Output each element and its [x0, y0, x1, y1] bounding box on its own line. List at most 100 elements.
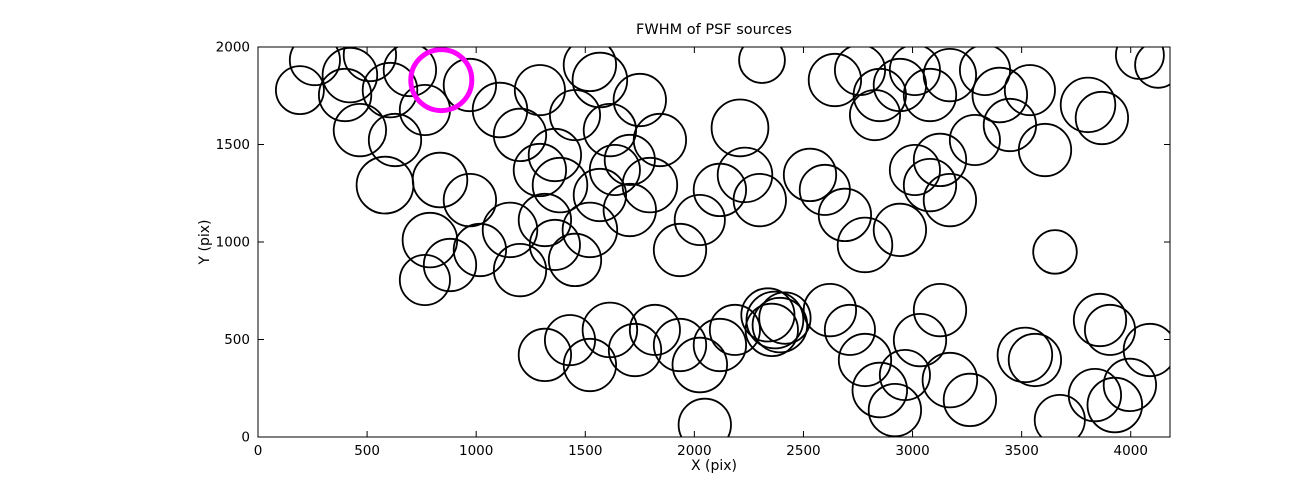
psf-source-circle: [471, 81, 529, 139]
psf-source-circle: [922, 173, 978, 228]
psf-source-circle: [1102, 357, 1158, 412]
psf-source-circle: [692, 162, 748, 217]
psf-source-circle: [836, 216, 894, 274]
psf-source-circle: [572, 167, 628, 223]
psf-source-circle: [632, 112, 688, 168]
psf-source-circle: [544, 314, 597, 367]
psf-source-circle: [1032, 229, 1078, 275]
psf-source-circle: [692, 317, 748, 373]
x-tick-label: 0: [254, 443, 263, 459]
psf-source-circle: [959, 47, 1011, 96]
psf-source-circle: [562, 47, 617, 92]
psf-source-circle: [716, 146, 774, 204]
psf-source-circle: [512, 142, 568, 198]
psf-source-circle: [317, 67, 373, 123]
psf-source-circle: [1017, 122, 1073, 178]
psf-source-circle: [562, 337, 618, 393]
psf-source-circle: [996, 326, 1054, 384]
psf-source-circle: [321, 47, 379, 104]
highlighted-psf-source-circle: [408, 47, 475, 114]
psf-source-circle: [1033, 394, 1086, 437]
psf-source-circle: [355, 155, 415, 215]
psf-source-circle: [411, 151, 469, 209]
psf-source-circle: [367, 112, 423, 168]
psf-source-circle: [823, 303, 876, 356]
y-tick-label: 500: [224, 332, 250, 348]
psf-source-circle: [398, 253, 451, 306]
psf-source-circle: [1007, 332, 1063, 388]
x-tick-label: 2500: [786, 443, 820, 459]
psf-source-circle: [751, 296, 809, 354]
psf-source-circle: [942, 372, 998, 427]
psf-source-circle: [888, 47, 941, 96]
x-tick-label: 3500: [1004, 443, 1038, 459]
y-tick-label: 1500: [216, 137, 250, 153]
psf-source-circle: [517, 327, 573, 382]
psf-source-circle: [745, 290, 805, 350]
psf-source-circle: [1003, 64, 1056, 117]
x-axis-label: X (pix): [690, 458, 738, 474]
psf-source-circle: [817, 187, 873, 242]
psf-source-circle: [1086, 376, 1143, 434]
psf-source-circle: [971, 66, 1028, 124]
psf-source-circle: [872, 202, 928, 257]
psf-source-circle: [710, 98, 770, 158]
psf-source-circle: [902, 158, 958, 213]
psf-source-circle: [921, 351, 979, 409]
psf-source-circle: [673, 193, 726, 246]
y-tick-label: 0: [241, 430, 250, 446]
psf-source-circle: [452, 222, 507, 278]
psf-source-circle: [1072, 292, 1128, 348]
x-tick-label: 4000: [1114, 443, 1148, 459]
psf-source-circle: [1122, 322, 1170, 378]
y-axis-label: Y (pix): [197, 219, 213, 265]
psf-source-circle: [274, 65, 325, 115]
psf-source-circle: [603, 133, 656, 186]
psf-source-circle: [948, 114, 1001, 167]
psf-source-circle: [492, 107, 548, 162]
psf-source-circle: [837, 332, 893, 388]
psf-source-circle: [513, 64, 566, 117]
psf-source-circle: [1074, 90, 1130, 146]
psf-source-circle: [492, 243, 548, 298]
psf-source-circle: [912, 132, 968, 187]
psf-source-circle: [912, 282, 968, 338]
psf-source-circle: [531, 156, 589, 214]
psf-source-circle: [612, 72, 667, 128]
psf-source-circle: [1115, 47, 1165, 80]
psf-source-circle: [621, 156, 679, 214]
psf-source-circle: [892, 312, 948, 368]
psf-source-circle: [1084, 303, 1137, 356]
psf-source-circle: [851, 361, 908, 419]
x-tick-label: 1500: [568, 443, 602, 459]
y-tick-label: 1000: [216, 235, 250, 251]
psf-source-circle: [561, 201, 619, 259]
psf-source-circle: [442, 57, 497, 113]
psf-source-circle: [922, 47, 978, 103]
psf-source-circle: [1134, 47, 1170, 89]
chart-title: FWHM of PSF sources: [636, 22, 792, 38]
psf-source-circle: [872, 57, 928, 113]
psf-source-circle: [602, 182, 657, 238]
psf-source-circle: [652, 222, 708, 278]
psf-source-circle: [481, 201, 539, 259]
psf-source-circle: [607, 322, 663, 378]
psf-source-circle: [849, 89, 902, 142]
psf-source-circle: [708, 303, 761, 356]
psf-source-circle: [738, 47, 786, 84]
psf-source-circle: [361, 61, 419, 119]
x-tick-label: 500: [354, 443, 380, 459]
psf-source-circle: [442, 173, 497, 228]
psf-source-circle: [549, 89, 602, 142]
psf-source-circle: [517, 192, 573, 248]
psf-source-circle: [528, 218, 581, 271]
psf-source-circle: [571, 51, 629, 109]
psf-source-circle: [807, 52, 863, 108]
psf-source-circle: [1059, 76, 1117, 134]
psf-source-circle: [288, 47, 341, 87]
psf-source-circle: [902, 67, 958, 123]
psf-source-circle: [888, 143, 941, 196]
psf-source-circle: [867, 383, 922, 437]
